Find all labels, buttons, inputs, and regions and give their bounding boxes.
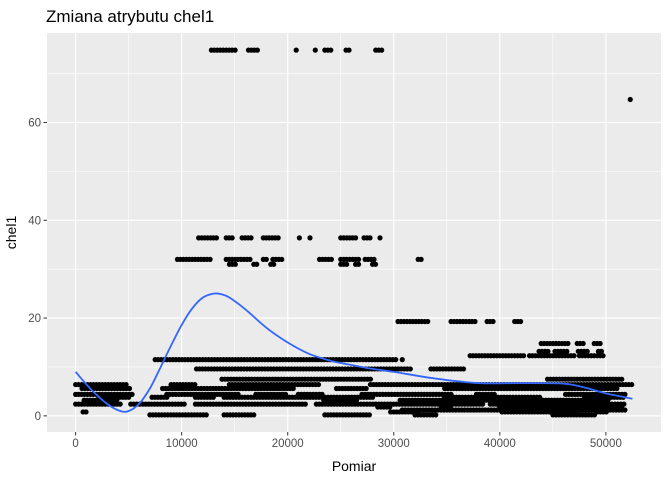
data-point — [213, 235, 220, 241]
data-point — [619, 376, 625, 382]
data-point — [387, 404, 393, 410]
data-point — [247, 256, 253, 262]
data-point — [271, 261, 277, 267]
data-point — [564, 348, 570, 354]
data-point — [328, 256, 335, 262]
data-point — [117, 401, 123, 407]
y-tick-label: 60 — [28, 117, 41, 129]
data-point — [367, 376, 374, 382]
y-tick-label: 40 — [28, 215, 41, 227]
data-point — [367, 235, 373, 241]
data-point — [181, 401, 187, 407]
data-point — [565, 340, 571, 347]
data-point — [315, 381, 322, 388]
data-point — [251, 412, 257, 418]
data-point — [584, 348, 590, 354]
x-axis-label: Pomiar — [332, 458, 377, 474]
data-point — [352, 235, 359, 241]
data-point — [275, 235, 281, 241]
data-point — [83, 409, 89, 415]
data-point — [580, 340, 586, 347]
x-tick-label: 20000 — [272, 438, 304, 450]
data-point — [307, 235, 313, 241]
data-point — [207, 256, 213, 262]
data-point — [296, 235, 302, 241]
smooth-trend-line — [74, 292, 633, 413]
data-point — [614, 385, 620, 392]
data-point — [377, 235, 383, 241]
data-point — [605, 397, 611, 403]
data-point — [114, 397, 120, 403]
y-tick-label: 0 — [35, 411, 41, 423]
data-point — [346, 47, 352, 53]
data-point — [517, 318, 524, 325]
data-point — [355, 256, 362, 262]
x-tick-label: 10000 — [166, 438, 198, 450]
data-point — [290, 385, 296, 392]
data-point — [164, 394, 170, 400]
data-point — [629, 381, 635, 388]
data-point — [369, 394, 376, 400]
data-point — [627, 96, 633, 103]
x-tick-label: 30000 — [378, 438, 410, 450]
data-points — [73, 47, 635, 418]
data-point — [571, 353, 577, 359]
data-point — [293, 47, 299, 53]
data-point — [490, 318, 496, 325]
data-point — [480, 401, 486, 407]
y-axis-label: chel1 — [3, 216, 19, 250]
data-point — [600, 353, 606, 359]
data-point — [591, 412, 598, 418]
y-tick-label: 20 — [28, 313, 41, 325]
data-point — [433, 412, 439, 418]
data-point — [229, 235, 235, 241]
x-tick-label: 40000 — [484, 438, 516, 450]
x-tick-label: 0 — [72, 438, 78, 450]
data-point — [302, 401, 308, 407]
data-point — [129, 391, 135, 397]
data-point — [379, 47, 385, 53]
data-point — [393, 357, 399, 363]
data-point — [366, 412, 372, 418]
data-point — [353, 397, 360, 403]
data-point — [254, 47, 260, 53]
data-point — [126, 394, 132, 400]
data-point — [126, 385, 133, 392]
data-point — [263, 256, 269, 262]
data-point — [279, 256, 285, 262]
data-point — [363, 385, 369, 392]
data-point — [232, 47, 238, 53]
data-point — [425, 318, 431, 325]
x-axis: 0 10000 20000 30000 40000 50000 — [72, 432, 622, 450]
data-point — [203, 412, 209, 418]
data-point — [545, 348, 551, 354]
data-point — [355, 261, 362, 267]
x-tick-label: 50000 — [590, 438, 622, 450]
data-point — [603, 409, 609, 415]
data-point — [597, 340, 603, 347]
data-point — [472, 318, 478, 325]
data-point — [622, 407, 628, 413]
data-point — [407, 366, 413, 372]
data-point — [210, 394, 216, 400]
data-point — [123, 381, 129, 388]
data-point — [371, 256, 377, 262]
data-point — [520, 353, 527, 359]
data-point — [598, 348, 605, 354]
data-point — [399, 357, 405, 363]
data-point — [192, 381, 198, 388]
data-point — [232, 261, 238, 267]
data-point — [328, 47, 334, 53]
data-point — [254, 261, 260, 267]
data-point — [460, 366, 467, 372]
data-point — [372, 261, 379, 267]
data-point — [312, 47, 318, 53]
data-point — [248, 235, 254, 241]
data-point — [344, 261, 350, 267]
data-point — [418, 256, 424, 262]
y-axis: 0 20 40 60 — [28, 117, 47, 423]
chart-title: Zmiana atrybutu chel1 — [46, 7, 214, 26]
plot-panel — [47, 33, 661, 432]
